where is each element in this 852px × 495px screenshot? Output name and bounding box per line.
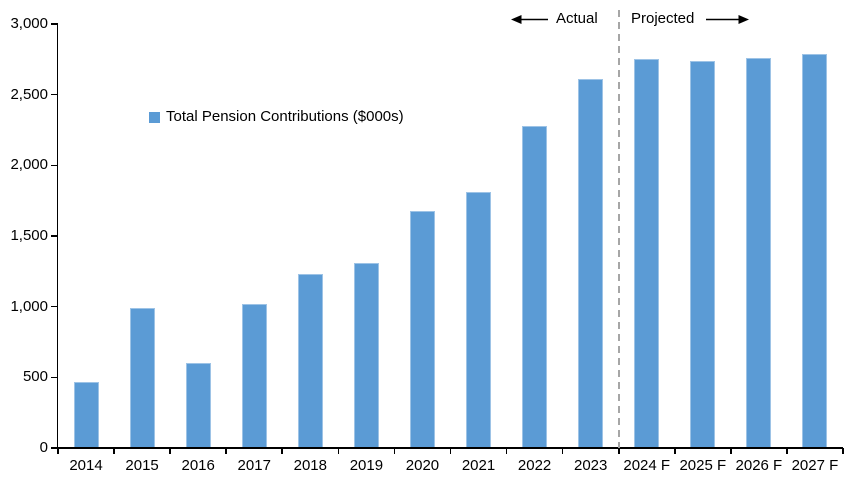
x-tick-label: 2027 F <box>791 457 839 474</box>
x-axis-tick <box>57 448 59 454</box>
x-axis-tick <box>449 448 452 454</box>
x-axis-tick <box>786 448 788 454</box>
legend: Total Pension Contributions ($000s) <box>149 108 404 126</box>
x-tick-label: 2019 <box>349 457 384 474</box>
bar <box>297 274 323 448</box>
bar <box>522 125 548 448</box>
bar <box>690 60 716 448</box>
projected-label: Projected <box>631 10 695 27</box>
bar <box>185 363 211 448</box>
y-axis <box>56 24 59 454</box>
bar <box>241 303 267 448</box>
actual-label: Actual <box>556 10 598 27</box>
x-axis-tick <box>561 448 564 454</box>
x-tick-label: 2018 <box>293 457 327 474</box>
x-axis-tick <box>505 448 508 454</box>
y-tick-label: 2,000 <box>10 156 48 174</box>
x-axis-tick <box>393 448 396 454</box>
bar <box>129 308 155 448</box>
y-tick-label: 3,000 <box>10 15 48 32</box>
x-axis-tick <box>337 448 340 454</box>
bar <box>466 192 492 448</box>
y-tick-label: 2,500 <box>10 85 48 103</box>
x-tick-label: 2014 <box>69 457 103 474</box>
x-axis-tick <box>169 448 171 454</box>
y-axis-tick <box>51 235 58 237</box>
x-tick-label: 2015 <box>125 457 159 474</box>
x-axis-tick <box>730 448 732 454</box>
y-tick-label: 1,500 <box>10 227 48 244</box>
y-axis-tick <box>51 305 58 308</box>
x-axis-tick <box>617 448 620 454</box>
x-tick-label: 2020 <box>405 457 440 474</box>
x-tick-label: 2017 <box>237 457 271 474</box>
x-tick-label: 2026 F <box>735 457 783 474</box>
right-arrow-icon <box>706 15 749 24</box>
left-arrow-icon <box>511 15 548 24</box>
x-axis-tick <box>673 448 676 454</box>
y-tick-label: 500 <box>22 368 48 386</box>
bar <box>73 381 99 448</box>
x-tick-label: 2022 <box>517 457 552 474</box>
x-tick-label: 2016 <box>181 457 215 474</box>
y-tick-label: 0 <box>39 439 48 456</box>
x-tick-label: 2021 <box>461 457 496 474</box>
x-tick-label: 2023 <box>573 457 608 474</box>
x-axis-tick <box>842 448 844 454</box>
y-axis-tick <box>51 23 58 25</box>
legend-label: Total Pension Contributions ($000s) <box>166 108 404 125</box>
bar <box>409 210 435 448</box>
x-tick-label: 2024 F <box>623 457 671 474</box>
bar <box>578 79 604 448</box>
y-axis-tick <box>51 93 58 96</box>
y-axis-tick <box>51 447 58 449</box>
y-axis-tick <box>51 376 58 379</box>
y-axis-tick <box>51 164 58 167</box>
y-tick-label: 1,000 <box>10 297 48 315</box>
x-axis-tick <box>225 448 227 454</box>
actual-projected-divider <box>617 10 620 448</box>
x-tick-label: 2025 F <box>679 457 727 474</box>
bar <box>746 57 772 448</box>
x-axis-tick <box>113 448 115 454</box>
bar <box>634 59 660 448</box>
bar <box>802 53 828 448</box>
bar <box>353 262 379 448</box>
x-axis-tick <box>281 448 284 454</box>
legend-marker-icon <box>149 111 160 123</box>
